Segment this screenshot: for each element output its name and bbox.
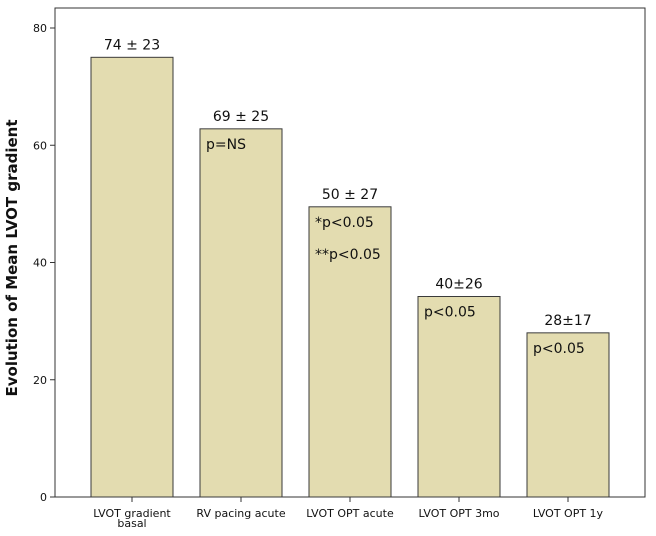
bar: [308, 206, 392, 498]
bar: [526, 332, 610, 498]
p-value-label: p<0.05: [533, 341, 585, 357]
y-tick-label: 0: [40, 491, 47, 504]
bar: [90, 56, 174, 498]
p-value-label: p=NS: [206, 137, 246, 153]
x-tick-label: RV pacing acute: [196, 507, 285, 520]
y-tick-label: 20: [33, 374, 47, 387]
p-value-label: *p<0.05: [315, 215, 374, 231]
x-tick-label: LVOT OPT acute: [306, 507, 394, 520]
x-tick-label: LVOT gradient: [93, 507, 171, 520]
y-tick-label: 40: [33, 257, 47, 270]
x-tick-label: basal: [117, 517, 146, 530]
value-label: 69 ± 25: [213, 109, 269, 125]
p-value-label: p<0.05: [424, 305, 476, 321]
y-tick-label: 60: [33, 139, 47, 152]
bar: [417, 296, 501, 498]
y-tick-label: 80: [33, 22, 47, 35]
x-tick-label: LVOT OPT 3mo: [418, 507, 499, 520]
value-label: 50 ± 27: [322, 187, 378, 203]
value-label: 40±26: [435, 277, 482, 293]
x-tick-label: LVOT OPT 1y: [533, 507, 604, 520]
bar: [199, 128, 283, 498]
p-value-label: **p<0.05: [315, 247, 381, 263]
y-axis-title: Evolution of Mean LVOT gradient: [3, 119, 21, 396]
value-label: 28±17: [544, 313, 591, 329]
value-label: 74 ± 23: [104, 37, 160, 53]
